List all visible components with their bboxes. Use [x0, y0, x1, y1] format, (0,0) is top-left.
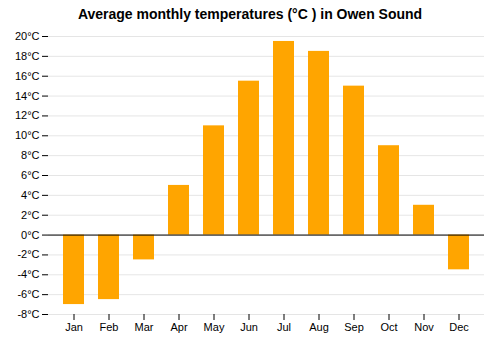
svg-text:2°C: 2°C	[21, 209, 40, 221]
svg-text:16°C: 16°C	[15, 70, 40, 82]
svg-text:Aug: Aug	[309, 321, 329, 333]
svg-text:4°C: 4°C	[21, 189, 40, 201]
svg-text:8°C: 8°C	[21, 149, 40, 161]
svg-text:-6°C: -6°C	[17, 288, 39, 300]
svg-text:20°C: 20°C	[15, 30, 40, 42]
svg-text:Nov: Nov	[414, 321, 434, 333]
svg-text:12°C: 12°C	[15, 109, 40, 121]
svg-text:6°C: 6°C	[21, 169, 40, 181]
svg-text:May: May	[204, 321, 225, 333]
svg-text:Jan: Jan	[65, 321, 83, 333]
svg-text:0°C: 0°C	[21, 229, 40, 241]
svg-text:-4°C: -4°C	[17, 268, 39, 280]
svg-text:10°C: 10°C	[15, 129, 40, 141]
svg-text:Feb: Feb	[100, 321, 119, 333]
svg-text:Dec: Dec	[449, 321, 469, 333]
svg-text:-2°C: -2°C	[17, 248, 39, 260]
svg-text:Mar: Mar	[135, 321, 154, 333]
svg-text:Oct: Oct	[380, 321, 397, 333]
svg-text:Sep: Sep	[344, 321, 364, 333]
svg-text:14°C: 14°C	[15, 90, 40, 102]
svg-text:Apr: Apr	[170, 321, 187, 333]
html-text:Average monthly temperatures (: Average monthly temperatures (°C ) in Ow…	[77, 6, 423, 22]
svg-text:Jun: Jun	[240, 321, 258, 333]
svg-text:-8°C: -8°C	[17, 308, 39, 320]
svg-text:18°C: 18°C	[15, 50, 40, 62]
svg-text:Jul: Jul	[277, 321, 291, 333]
